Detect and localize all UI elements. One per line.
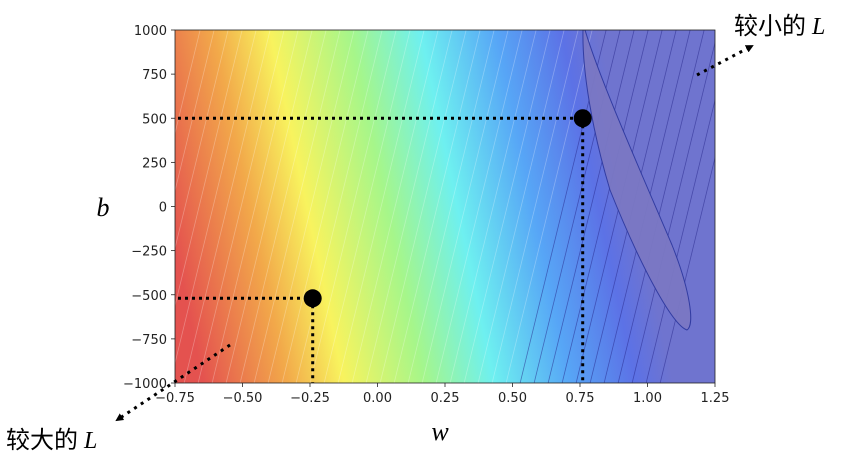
contour-line xyxy=(491,30,579,383)
annotation-high-loss-var: L xyxy=(83,428,97,454)
x-tick-label: 0.25 xyxy=(431,391,460,406)
contour-line xyxy=(175,30,201,135)
guide-lines xyxy=(178,116,585,383)
x-axis-label: w xyxy=(431,417,449,446)
svg-text:较小的 L: 较小的 L xyxy=(734,13,825,40)
annotation-low-loss-text: 较小的 xyxy=(734,13,812,40)
contour-line xyxy=(421,30,509,383)
annotation-low-loss-arrow xyxy=(696,44,754,77)
contour-line xyxy=(211,30,299,383)
contour-line xyxy=(505,30,593,383)
contour-line xyxy=(253,30,341,383)
y-tick-label: −750 xyxy=(131,333,167,348)
contour-line xyxy=(183,30,271,383)
contour-line xyxy=(407,30,495,383)
svg-text:较大的 L: 较大的 L xyxy=(6,427,97,454)
contour-line xyxy=(295,30,383,383)
contour-line xyxy=(659,156,715,383)
contour-line xyxy=(225,30,313,383)
contour-line xyxy=(323,30,411,383)
contour-lines xyxy=(175,30,715,383)
y-tick-label: −1000 xyxy=(123,377,167,392)
x-tick-label: 1.25 xyxy=(701,391,730,406)
y-axis-ticks: 1000 750 500 250 0 −250 −500 −750 −1000 xyxy=(123,24,175,392)
minimum-region xyxy=(582,30,692,331)
x-axis-ticks: −0.75 −0.50 −0.25 0.00 0.25 0.50 0.75 1.00 1.25 xyxy=(155,383,729,406)
contour-line xyxy=(309,30,397,383)
x-tick-label: 1.00 xyxy=(633,391,662,406)
contour-line xyxy=(449,30,537,383)
contour-line xyxy=(337,30,425,383)
contour-line xyxy=(645,98,715,383)
contour-line xyxy=(365,30,453,383)
contour-line xyxy=(463,30,551,383)
contour-line xyxy=(197,30,285,383)
annotation-low-loss-var: L xyxy=(811,14,825,40)
contour-line xyxy=(393,30,481,383)
y-tick-label: −250 xyxy=(131,245,167,260)
contour-line xyxy=(239,30,327,383)
data-point xyxy=(573,109,592,128)
x-tick-label: 0.00 xyxy=(363,391,392,406)
y-tick-label: 750 xyxy=(142,68,167,83)
y-tick-label: 250 xyxy=(142,156,167,171)
contour-line xyxy=(435,30,523,383)
data-points xyxy=(303,109,592,308)
y-tick-label: 500 xyxy=(142,112,167,127)
y-tick-label: 1000 xyxy=(134,24,167,39)
contour-line xyxy=(267,30,355,383)
contour-line xyxy=(547,30,635,383)
x-tick-label: 0.75 xyxy=(566,391,595,406)
y-tick-label: −500 xyxy=(131,289,167,304)
contour-line xyxy=(617,30,705,383)
contour-line xyxy=(175,30,229,250)
contour-line xyxy=(561,30,649,383)
contour-line xyxy=(175,30,243,308)
contour-line xyxy=(379,30,467,383)
x-tick-label: −0.75 xyxy=(155,391,195,406)
x-tick-label: −0.50 xyxy=(223,391,263,406)
contour-line xyxy=(631,41,715,383)
annotation-low-loss: 较小的 L xyxy=(696,13,825,77)
contour-line xyxy=(477,30,565,383)
y-tick-label: 0 xyxy=(159,201,167,216)
contour-line xyxy=(533,30,621,383)
contour-line xyxy=(175,30,257,365)
y-axis-label: b xyxy=(97,193,110,222)
contour-plot-area xyxy=(175,30,715,383)
x-tick-label: −0.25 xyxy=(290,391,330,406)
annotation-high-loss: 较大的 L xyxy=(6,343,231,454)
contour-line xyxy=(281,30,369,383)
data-point xyxy=(303,289,322,308)
annotation-high-loss-text: 较大的 xyxy=(6,427,84,454)
x-tick-label: 0.50 xyxy=(498,391,527,406)
contour-line xyxy=(351,30,439,383)
annotation-high-loss-arrow xyxy=(115,343,231,422)
contour-line xyxy=(175,30,215,193)
